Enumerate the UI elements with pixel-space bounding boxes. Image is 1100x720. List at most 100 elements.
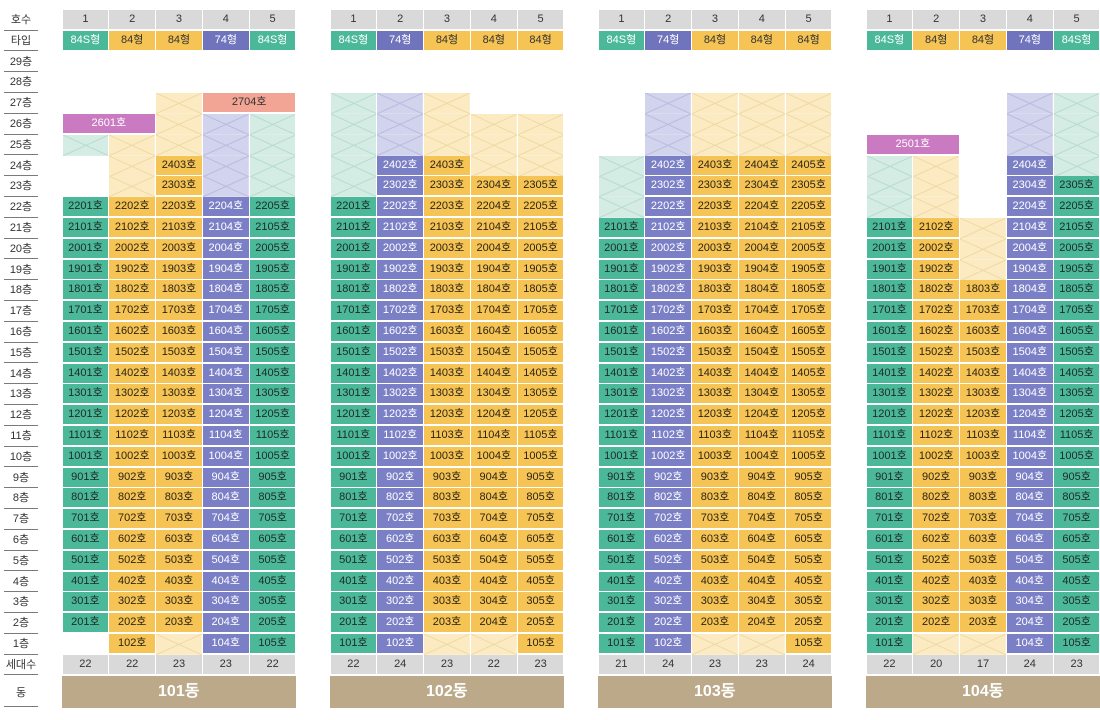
unit-cell[interactable]: 2003호 <box>692 238 738 258</box>
unit-cell[interactable]: 305호 <box>249 592 296 612</box>
unit-cell[interactable]: 2204호 <box>202 197 249 217</box>
unit-cell[interactable]: 802호 <box>913 488 960 508</box>
unit-cell[interactable]: 802호 <box>377 488 424 508</box>
unit-cell[interactable]: 904호 <box>1006 467 1053 487</box>
unit-cell[interactable]: 205호 <box>249 613 296 633</box>
unit-cell[interactable]: 204호 <box>738 613 785 633</box>
unit-cell[interactable]: 105호 <box>785 634 832 653</box>
unit-cell[interactable]: 102호 <box>109 634 156 653</box>
unit-cell[interactable]: 204호 <box>470 613 517 633</box>
unit-cell[interactable]: 2204호 <box>738 197 785 217</box>
unit-cell[interactable]: 703호 <box>692 509 738 529</box>
unit-cell[interactable]: 105호 <box>1053 634 1100 653</box>
unit-cell[interactable]: 1905호 <box>785 259 832 279</box>
unit-cell[interactable]: 1701호 <box>330 301 377 321</box>
unit-cell[interactable]: 405호 <box>249 571 296 591</box>
unit-cell[interactable]: 401호 <box>62 571 109 591</box>
unit-cell[interactable]: 2002호 <box>645 238 692 258</box>
unit-cell[interactable]: 905호 <box>785 467 832 487</box>
unit-cell[interactable]: 1804호 <box>202 280 249 300</box>
unit-cell[interactable]: 2402호 <box>645 155 692 175</box>
unit-cell[interactable]: 1102호 <box>913 426 960 445</box>
unit-cell[interactable]: 2105호 <box>785 218 832 237</box>
unit-cell[interactable]: 1301호 <box>62 384 109 404</box>
building-name[interactable]: 104동 <box>866 676 1100 708</box>
unit-cell[interactable]: 1902호 <box>109 259 156 279</box>
unit-cell[interactable]: 1502호 <box>377 342 424 362</box>
unit-cell[interactable]: 1105호 <box>785 426 832 445</box>
unit-cell[interactable]: 1405호 <box>1053 363 1100 383</box>
unit-cell[interactable]: 401호 <box>330 571 377 591</box>
unit-cell[interactable]: 502호 <box>377 550 424 570</box>
unit-cell[interactable]: 1203호 <box>692 405 738 425</box>
unit-cell[interactable]: 302호 <box>645 592 692 612</box>
unit-cell[interactable]: 1901호 <box>330 259 377 279</box>
unit-cell[interactable]: 703호 <box>424 509 470 529</box>
unit-cell[interactable]: 1604호 <box>470 322 517 341</box>
unit-cell[interactable]: 501호 <box>866 550 913 570</box>
unit-cell[interactable]: 1904호 <box>738 259 785 279</box>
unit-cell[interactable]: 1101호 <box>598 426 645 445</box>
unit-cell[interactable]: 1901호 <box>598 259 645 279</box>
unit-cell[interactable]: 1501호 <box>866 342 913 362</box>
unit-cell[interactable]: 2104호 <box>470 218 517 237</box>
unit-cell[interactable]: 1602호 <box>109 322 156 341</box>
unit-cell[interactable]: 1002호 <box>377 446 424 466</box>
unit-cell[interactable]: 505호 <box>517 550 564 570</box>
unit-cell[interactable]: 1202호 <box>913 405 960 425</box>
unit-cell[interactable]: 1805호 <box>517 280 564 300</box>
unit-cell[interactable]: 205호 <box>517 613 564 633</box>
unit-cell[interactable]: 1603호 <box>960 322 1006 341</box>
unit-cell[interactable]: 1202호 <box>377 405 424 425</box>
unit-cell[interactable]: 1102호 <box>645 426 692 445</box>
unit-cell[interactable]: 1705호 <box>517 301 564 321</box>
unit-cell[interactable]: 205호 <box>1053 613 1100 633</box>
unit-cell[interactable]: 1101호 <box>330 426 377 445</box>
unit-cell[interactable]: 1004호 <box>470 446 517 466</box>
unit-cell[interactable]: 1305호 <box>517 384 564 404</box>
unit-cell[interactable]: 703호 <box>960 509 1006 529</box>
unit-cell[interactable]: 1604호 <box>738 322 785 341</box>
unit-cell[interactable]: 702호 <box>109 509 156 529</box>
unit-cell[interactable]: 701호 <box>62 509 109 529</box>
unit-cell[interactable]: 2304호 <box>738 176 785 196</box>
unit-cell[interactable]: 1702호 <box>913 301 960 321</box>
unit-cell[interactable]: 1504호 <box>738 342 785 362</box>
unit-cell[interactable]: 1104호 <box>1006 426 1053 445</box>
unit-cell[interactable]: 1704호 <box>1006 301 1053 321</box>
unit-cell[interactable]: 2304호 <box>470 176 517 196</box>
unit-cell[interactable]: 504호 <box>470 550 517 570</box>
unit-cell[interactable]: 1704호 <box>738 301 785 321</box>
unit-cell[interactable]: 304호 <box>738 592 785 612</box>
unit-cell[interactable]: 805호 <box>785 488 832 508</box>
unit-cell[interactable]: 805호 <box>517 488 564 508</box>
unit-cell[interactable]: 102호 <box>377 634 424 653</box>
unit-cell[interactable]: 2005호 <box>1053 238 1100 258</box>
unit-cell[interactable]: 1105호 <box>1053 426 1100 445</box>
unit-cell[interactable]: 1202호 <box>645 405 692 425</box>
unit-cell[interactable]: 1802호 <box>913 280 960 300</box>
unit-cell[interactable]: 1105호 <box>249 426 296 445</box>
unit-cell[interactable]: 2005호 <box>517 238 564 258</box>
unit-cell[interactable]: 2303호 <box>424 176 470 196</box>
unit-cell[interactable]: 1505호 <box>517 342 564 362</box>
unit-cell[interactable]: 801호 <box>62 488 109 508</box>
unit-cell[interactable]: 1803호 <box>960 280 1006 300</box>
unit-cell[interactable]: 2305호 <box>1053 176 1100 196</box>
unit-cell[interactable]: 2102호 <box>913 218 960 237</box>
unit-cell[interactable]: 1302호 <box>377 384 424 404</box>
unit-cell[interactable]: 301호 <box>598 592 645 612</box>
unit-cell[interactable]: 1903호 <box>424 259 470 279</box>
unit-cell[interactable]: 1205호 <box>517 405 564 425</box>
unit-cell[interactable]: 1002호 <box>645 446 692 466</box>
unit-cell[interactable]: 1303호 <box>692 384 738 404</box>
unit-cell[interactable]: 105호 <box>517 634 564 653</box>
unit-cell[interactable]: 1705호 <box>249 301 296 321</box>
unit-cell[interactable]: 802호 <box>109 488 156 508</box>
unit-cell[interactable]: 105호 <box>249 634 296 653</box>
unit-cell[interactable]: 1505호 <box>1053 342 1100 362</box>
unit-cell[interactable]: 1101호 <box>62 426 109 445</box>
unit-cell[interactable]: 201호 <box>330 613 377 633</box>
unit-cell[interactable]: 201호 <box>598 613 645 633</box>
unit-cell[interactable]: 1402호 <box>913 363 960 383</box>
